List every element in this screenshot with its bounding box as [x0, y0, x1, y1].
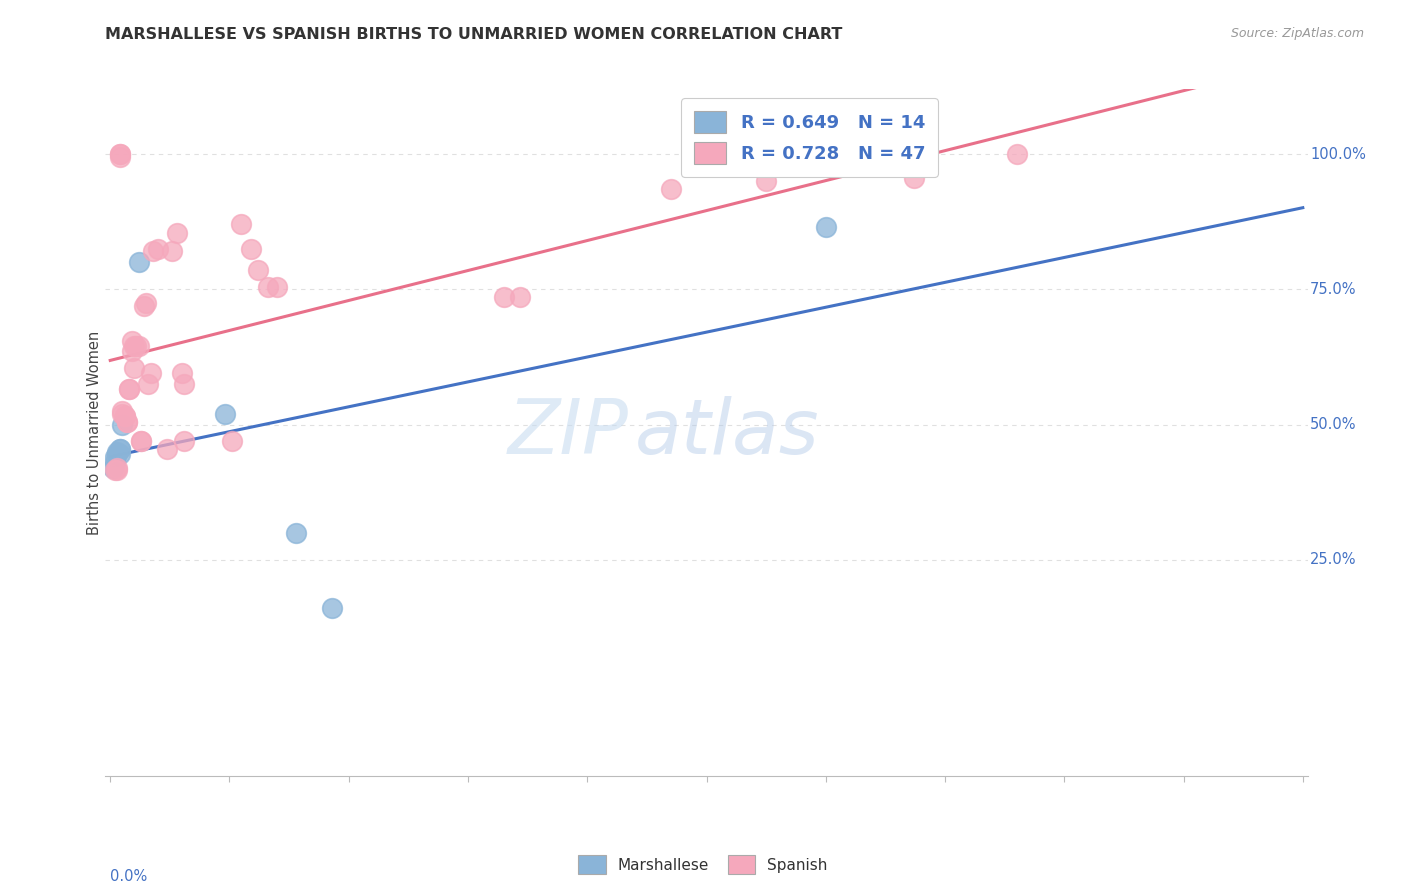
Point: [135, 295, 157, 310]
Point: [321, 601, 343, 615]
Point: [814, 220, 837, 235]
Point: [108, 150, 131, 164]
Point: [121, 334, 143, 348]
Point: [108, 147, 131, 161]
Point: [173, 434, 195, 448]
Point: [122, 339, 145, 353]
Point: [111, 404, 134, 418]
Text: Source: ZipAtlas.com: Source: ZipAtlas.com: [1230, 27, 1364, 40]
Text: 75.0%: 75.0%: [1310, 282, 1357, 297]
Text: atlas: atlas: [634, 396, 818, 469]
Point: [659, 182, 682, 196]
Point: [125, 339, 148, 353]
Point: [122, 360, 145, 375]
Point: [138, 376, 160, 391]
Point: [128, 255, 150, 269]
Point: [105, 444, 128, 458]
Point: [285, 525, 308, 540]
Point: [156, 442, 179, 456]
Text: 0.0%: 0.0%: [110, 869, 148, 884]
Point: [108, 447, 131, 461]
Point: [492, 290, 515, 304]
Point: [105, 447, 128, 461]
Point: [104, 463, 127, 477]
Point: [851, 147, 873, 161]
Point: [108, 147, 131, 161]
Text: 50.0%: 50.0%: [1310, 417, 1357, 432]
Point: [111, 407, 134, 421]
Point: [121, 344, 143, 359]
Point: [105, 460, 128, 475]
Point: [266, 279, 288, 293]
Text: 25.0%: 25.0%: [1310, 552, 1357, 567]
Point: [142, 244, 165, 259]
Point: [118, 382, 141, 396]
Point: [129, 434, 152, 448]
Point: [118, 382, 141, 396]
Point: [111, 417, 134, 432]
Point: [132, 299, 155, 313]
Point: [160, 244, 183, 259]
Point: [173, 376, 195, 391]
Point: [170, 366, 193, 380]
Point: [128, 339, 150, 353]
Point: [108, 442, 131, 456]
Text: ZIP: ZIP: [508, 396, 628, 469]
Point: [166, 226, 188, 240]
Point: [105, 463, 128, 477]
Point: [114, 409, 136, 424]
Point: [115, 415, 138, 429]
Point: [256, 279, 278, 293]
Point: [231, 218, 253, 232]
Point: [115, 415, 138, 429]
Point: [114, 409, 136, 424]
Point: [239, 242, 262, 256]
Point: [129, 434, 152, 448]
Point: [509, 290, 531, 304]
Point: [247, 263, 270, 277]
Point: [108, 442, 131, 456]
Point: [755, 174, 778, 188]
Point: [104, 450, 127, 464]
Point: [101, 460, 124, 475]
Point: [104, 455, 127, 469]
Legend: Marshallese, Spanish: Marshallese, Spanish: [572, 849, 834, 880]
Point: [214, 407, 236, 421]
Legend: R = 0.649   N = 14, R = 0.728   N = 47: R = 0.649 N = 14, R = 0.728 N = 47: [681, 98, 938, 177]
Text: MARSHALLESE VS SPANISH BIRTHS TO UNMARRIED WOMEN CORRELATION CHART: MARSHALLESE VS SPANISH BIRTHS TO UNMARRI…: [105, 27, 842, 42]
Point: [221, 434, 243, 448]
Point: [146, 242, 169, 256]
Y-axis label: Births to Unmarried Women: Births to Unmarried Women: [87, 331, 101, 534]
Text: 100.0%: 100.0%: [1310, 146, 1365, 161]
Point: [1005, 147, 1028, 161]
Point: [903, 171, 925, 186]
Point: [139, 366, 162, 380]
